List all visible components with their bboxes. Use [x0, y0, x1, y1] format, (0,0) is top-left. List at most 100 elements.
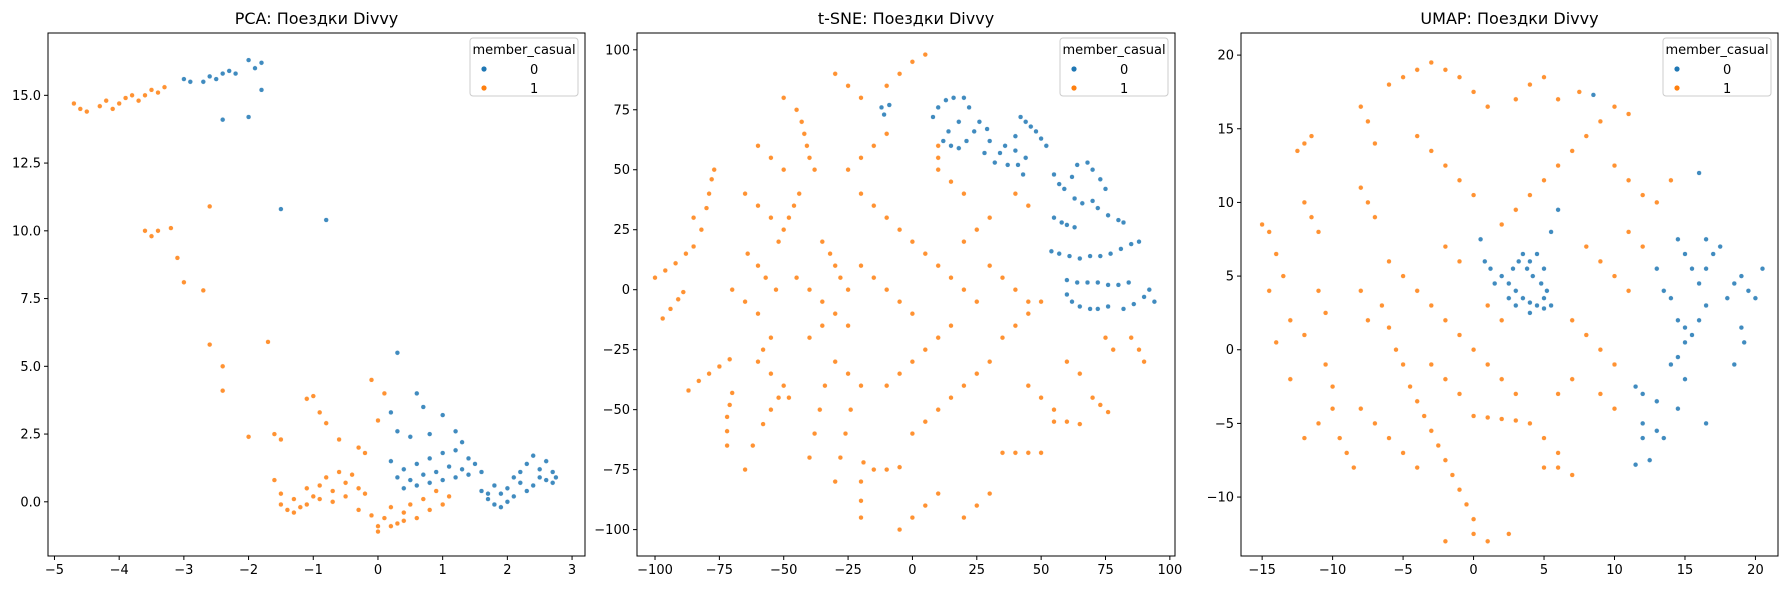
tsne-point-member-1: [1064, 419, 1070, 425]
umap-point-member-0: [1510, 266, 1516, 272]
tsne-plot-frame: [636, 32, 1176, 557]
tsne-point-member-0: [961, 95, 967, 101]
umap-point-member-1: [1527, 81, 1533, 88]
pca-point-member-1: [388, 523, 394, 529]
umap-point-member-1: [1358, 288, 1364, 294]
pca-point-member-0: [459, 466, 465, 472]
tsne-point-member-0: [976, 119, 983, 125]
umap-point-member-0: [1520, 251, 1526, 257]
tsne-legend-marker-0: [1071, 66, 1077, 72]
tsne-point-member-1: [709, 176, 715, 182]
umap-point-member-1: [1386, 81, 1392, 88]
umap-point-member-1: [1576, 89, 1582, 95]
tsne-point-member-1: [755, 203, 761, 209]
umap-point-member-1: [1315, 420, 1322, 427]
tsne-point-member-1: [935, 491, 941, 497]
tsne-point-member-0: [987, 138, 993, 144]
tsne-point-member-0: [1095, 205, 1101, 211]
tsne-x-tick-label: −100: [637, 563, 673, 578]
pca-point-member-0: [401, 466, 407, 472]
umap-legend-box: [1662, 37, 1772, 97]
umap-point-member-1: [1611, 163, 1618, 169]
tsne-point-member-1: [1012, 287, 1019, 293]
pca-point-member-0: [414, 390, 420, 397]
tsne-point-member-0: [1115, 217, 1122, 223]
pca-x-tick-label: 1: [439, 563, 447, 578]
umap-point-member-0: [1527, 258, 1533, 265]
tsne-point-member-1: [1136, 347, 1142, 353]
umap-point-member-0: [1731, 280, 1737, 287]
umap-point-member-1: [1611, 104, 1618, 110]
tsne-point-member-0: [1077, 255, 1083, 262]
tsne-point-member-0: [1105, 282, 1111, 288]
umap-plot-frame: [1240, 32, 1779, 557]
umap-point-member-0: [1675, 236, 1681, 242]
tsne-point-member-1: [662, 267, 668, 274]
tsne-point-member-1: [690, 243, 697, 250]
pca-point-member-0: [220, 70, 226, 77]
pca-point-member-1: [291, 509, 297, 516]
umap-point-member-1: [1266, 288, 1272, 294]
umap-y-tick-label: 15: [1217, 122, 1234, 137]
pca-point-member-0: [200, 79, 206, 85]
tsne-point-member-0: [1043, 143, 1049, 149]
pca-x-tick-label: 3: [568, 563, 576, 578]
tsne-point-member-0: [1012, 133, 1019, 139]
pca-point-member-0: [537, 474, 543, 481]
umap-legend-marker-0: [1674, 66, 1680, 72]
pca-point-member-0: [394, 474, 401, 481]
tsne-point-member-1: [909, 431, 916, 437]
umap-point-member-1: [1315, 229, 1322, 235]
pca-point-member-0: [485, 491, 491, 497]
pca-point-member-1: [317, 482, 323, 489]
umap-point-member-1: [1266, 229, 1272, 235]
tsne-point-member-1: [1051, 407, 1057, 413]
umap-point-member-1: [1421, 413, 1427, 419]
umap-point-member-0: [1632, 384, 1639, 390]
pca-point-member-0: [498, 491, 504, 497]
umap-point-member-1: [1597, 391, 1604, 397]
tsne-point-member-0: [971, 128, 977, 135]
tsne-point-member-0: [1051, 171, 1057, 178]
tsne-point-member-1: [1128, 335, 1134, 341]
tsne-point-member-1: [858, 263, 864, 269]
tsne-point-member-1: [775, 239, 782, 245]
umap-point-member-1: [1597, 118, 1604, 125]
tsne-point-member-0: [966, 104, 972, 111]
pca-point-member-1: [284, 507, 291, 513]
tsne-point-member-0: [1126, 279, 1132, 286]
umap-x-tick-label: 0: [1469, 563, 1477, 578]
pca-point-member-1: [181, 279, 187, 285]
tsne-point-member-1: [791, 203, 797, 209]
umap-point-member-0: [1499, 273, 1505, 279]
umap-point-member-0: [1530, 273, 1536, 279]
tsne-point-member-0: [1097, 253, 1103, 259]
tsne-point-member-1: [793, 107, 800, 113]
pca-point-member-0: [407, 434, 413, 440]
umap-point-member-0: [1640, 435, 1646, 441]
umap-point-member-0: [1696, 317, 1702, 323]
umap-point-member-0: [1477, 236, 1484, 242]
pca-point-member-1: [420, 496, 426, 502]
tsne-point-member-1: [935, 335, 941, 341]
umap-point-member-1: [1400, 273, 1406, 279]
tsne-legend-label-1: 1: [1120, 82, 1128, 97]
pca-point-member-1: [349, 472, 355, 478]
umap-point-member-1: [1456, 258, 1463, 265]
tsne-point-member-0: [1033, 128, 1039, 135]
tsne-point-member-1: [832, 263, 838, 269]
pca-legend-marker-1: [481, 85, 487, 91]
pca-point-member-0: [504, 485, 511, 491]
umap-point-member-0: [1647, 457, 1653, 463]
tsne-point-member-0: [948, 143, 954, 149]
tsne-point-member-1: [685, 387, 692, 394]
pca-point-member-1: [414, 515, 420, 521]
pca-point-member-0: [517, 469, 523, 475]
pca-point-member-1: [155, 89, 161, 96]
umap-point-member-0: [1752, 295, 1759, 301]
pca-point-member-0: [207, 73, 213, 80]
pca-point-member-0: [323, 217, 329, 223]
tsne-point-member-1: [683, 251, 689, 257]
pca-subplot: PCA: Поездки Divvy −5 −4 −3 −2 −1 0 1 2 3 0.0 2.5 5…: [12, 9, 586, 578]
tsne-point-member-1: [801, 131, 807, 137]
